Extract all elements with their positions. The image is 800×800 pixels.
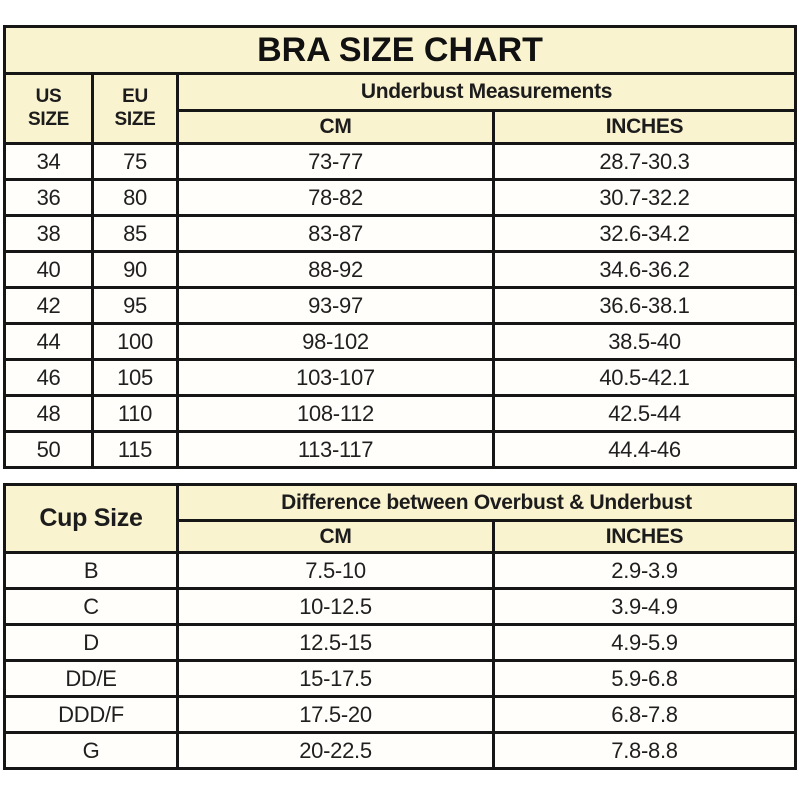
cell-eu-size: 105 bbox=[91, 358, 179, 397]
table-row: DDD/F 17.5-20 6.8-7.8 bbox=[3, 695, 797, 734]
cell-eu-size: 75 bbox=[91, 142, 179, 181]
cell-underbust-cm: 93-97 bbox=[176, 286, 495, 325]
cell-difference-cm: 20-22.5 bbox=[176, 731, 495, 770]
eu-size-column-header: EU SIZE bbox=[91, 72, 179, 145]
cell-difference-cm: 7.5-10 bbox=[176, 551, 495, 590]
unit-header-row: CM INCHES bbox=[5, 519, 797, 554]
cell-difference-cm: 12.5-15 bbox=[176, 623, 495, 662]
table-row: C 10-12.5 3.9-4.9 bbox=[3, 587, 797, 626]
cell-difference-inches: 4.9-5.9 bbox=[492, 623, 797, 662]
cell-us-size: 50 bbox=[3, 430, 94, 469]
cell-us-size: 44 bbox=[3, 322, 94, 361]
table-row: 40 90 88-92 34.6-36.2 bbox=[3, 250, 797, 289]
cell-underbust-inches: 36.6-38.1 bbox=[492, 286, 797, 325]
table-row: 34 75 73-77 28.7-30.3 bbox=[3, 142, 797, 181]
underbust-measurements-header: Underbust Measurements bbox=[176, 72, 797, 112]
cell-eu-size: 115 bbox=[91, 430, 179, 469]
cell-eu-size: 90 bbox=[91, 250, 179, 289]
cell-underbust-inches: 28.7-30.3 bbox=[492, 142, 797, 181]
cell-difference-inches: 5.9-6.8 bbox=[492, 659, 797, 698]
cell-underbust-inches: 30.7-32.2 bbox=[492, 178, 797, 217]
us-size-column-header: US SIZE bbox=[3, 72, 94, 145]
table-row: 48 110 108-112 42.5-44 bbox=[3, 394, 797, 433]
table-row: 42 95 93-97 36.6-38.1 bbox=[3, 286, 797, 325]
unit-header-row: CM INCHES bbox=[5, 109, 797, 145]
cell-cup-size: C bbox=[3, 587, 179, 626]
cell-difference-inches: 3.9-4.9 bbox=[492, 587, 797, 626]
cell-difference-cm: 10-12.5 bbox=[176, 587, 495, 626]
cell-underbust-inches: 44.4-46 bbox=[492, 430, 797, 469]
cell-eu-size: 100 bbox=[91, 322, 179, 361]
cell-underbust-cm: 78-82 bbox=[176, 178, 495, 217]
cell-difference-cm: 17.5-20 bbox=[176, 695, 495, 734]
cell-cup-size: DDD/F bbox=[3, 695, 179, 734]
table-row: 36 80 78-82 30.7-32.2 bbox=[3, 178, 797, 217]
cell-difference-inches: 2.9-3.9 bbox=[492, 551, 797, 590]
cm-column-header: CM bbox=[176, 109, 495, 145]
table-row: D 12.5-15 4.9-5.9 bbox=[3, 623, 797, 662]
cup-size-column-header: Cup Size bbox=[3, 483, 179, 554]
cm-column-header: CM bbox=[176, 519, 495, 554]
table-row: DD/E 15-17.5 5.9-6.8 bbox=[3, 659, 797, 698]
cell-us-size: 38 bbox=[3, 214, 94, 253]
cell-underbust-inches: 34.6-36.2 bbox=[492, 250, 797, 289]
cell-underbust-cm: 108-112 bbox=[176, 394, 495, 433]
cell-underbust-cm: 83-87 bbox=[176, 214, 495, 253]
table-row: B 7.5-10 2.9-3.9 bbox=[3, 551, 797, 590]
eu-size-label-line1: EU bbox=[122, 85, 148, 107]
cell-underbust-inches: 42.5-44 bbox=[492, 394, 797, 433]
cell-cup-size: B bbox=[3, 551, 179, 590]
table-title-row: BRA SIZE CHART bbox=[3, 25, 797, 75]
cell-underbust-cm: 73-77 bbox=[176, 142, 495, 181]
table-row: 46 105 103-107 40.5-42.1 bbox=[3, 358, 797, 397]
table-row: 50 115 113-117 44.4-46 bbox=[3, 430, 797, 469]
cell-difference-inches: 7.8-8.8 bbox=[492, 731, 797, 770]
cell-us-size: 34 bbox=[3, 142, 94, 181]
group-header-row: Cup Size Difference between Overbust & U… bbox=[3, 483, 797, 554]
cell-underbust-cm: 103-107 bbox=[176, 358, 495, 397]
cell-difference-cm: 15-17.5 bbox=[176, 659, 495, 698]
cell-cup-size: D bbox=[3, 623, 179, 662]
bra-size-table: BRA SIZE CHART US SIZE EU SIZE Underbust… bbox=[3, 25, 797, 469]
cell-eu-size: 110 bbox=[91, 394, 179, 433]
inches-column-header: INCHES bbox=[492, 109, 797, 145]
table-row: 44 100 98-102 38.5-40 bbox=[3, 322, 797, 361]
inches-column-header: INCHES bbox=[492, 519, 797, 554]
page-title: BRA SIZE CHART bbox=[3, 25, 797, 75]
cell-us-size: 48 bbox=[3, 394, 94, 433]
us-size-label-line2: SIZE bbox=[27, 108, 70, 130]
table-row: 38 85 83-87 32.6-34.2 bbox=[3, 214, 797, 253]
cell-us-size: 42 bbox=[3, 286, 94, 325]
cell-underbust-inches: 32.6-34.2 bbox=[492, 214, 797, 253]
cell-difference-inches: 6.8-7.8 bbox=[492, 695, 797, 734]
cell-eu-size: 85 bbox=[91, 214, 179, 253]
us-size-label-line1: US bbox=[35, 85, 62, 107]
cell-underbust-inches: 40.5-42.1 bbox=[492, 358, 797, 397]
cell-us-size: 40 bbox=[3, 250, 94, 289]
cell-underbust-cm: 98-102 bbox=[176, 322, 495, 361]
difference-header: Difference between Overbust & Underbust bbox=[176, 483, 797, 522]
table-row: G 20-22.5 7.8-8.8 bbox=[3, 731, 797, 770]
eu-size-label-line2: SIZE bbox=[114, 108, 156, 130]
cell-cup-size: G bbox=[3, 731, 179, 770]
cell-underbust-inches: 38.5-40 bbox=[492, 322, 797, 361]
cell-us-size: 46 bbox=[3, 358, 94, 397]
cell-cup-size: DD/E bbox=[3, 659, 179, 698]
cell-eu-size: 80 bbox=[91, 178, 179, 217]
cell-eu-size: 95 bbox=[91, 286, 179, 325]
cup-size-table: Cup Size Difference between Overbust & U… bbox=[3, 483, 797, 770]
cell-us-size: 36 bbox=[3, 178, 94, 217]
cell-underbust-cm: 113-117 bbox=[176, 430, 495, 469]
cell-underbust-cm: 88-92 bbox=[176, 250, 495, 289]
group-header-row: US SIZE EU SIZE Underbust Measurements bbox=[3, 72, 797, 145]
